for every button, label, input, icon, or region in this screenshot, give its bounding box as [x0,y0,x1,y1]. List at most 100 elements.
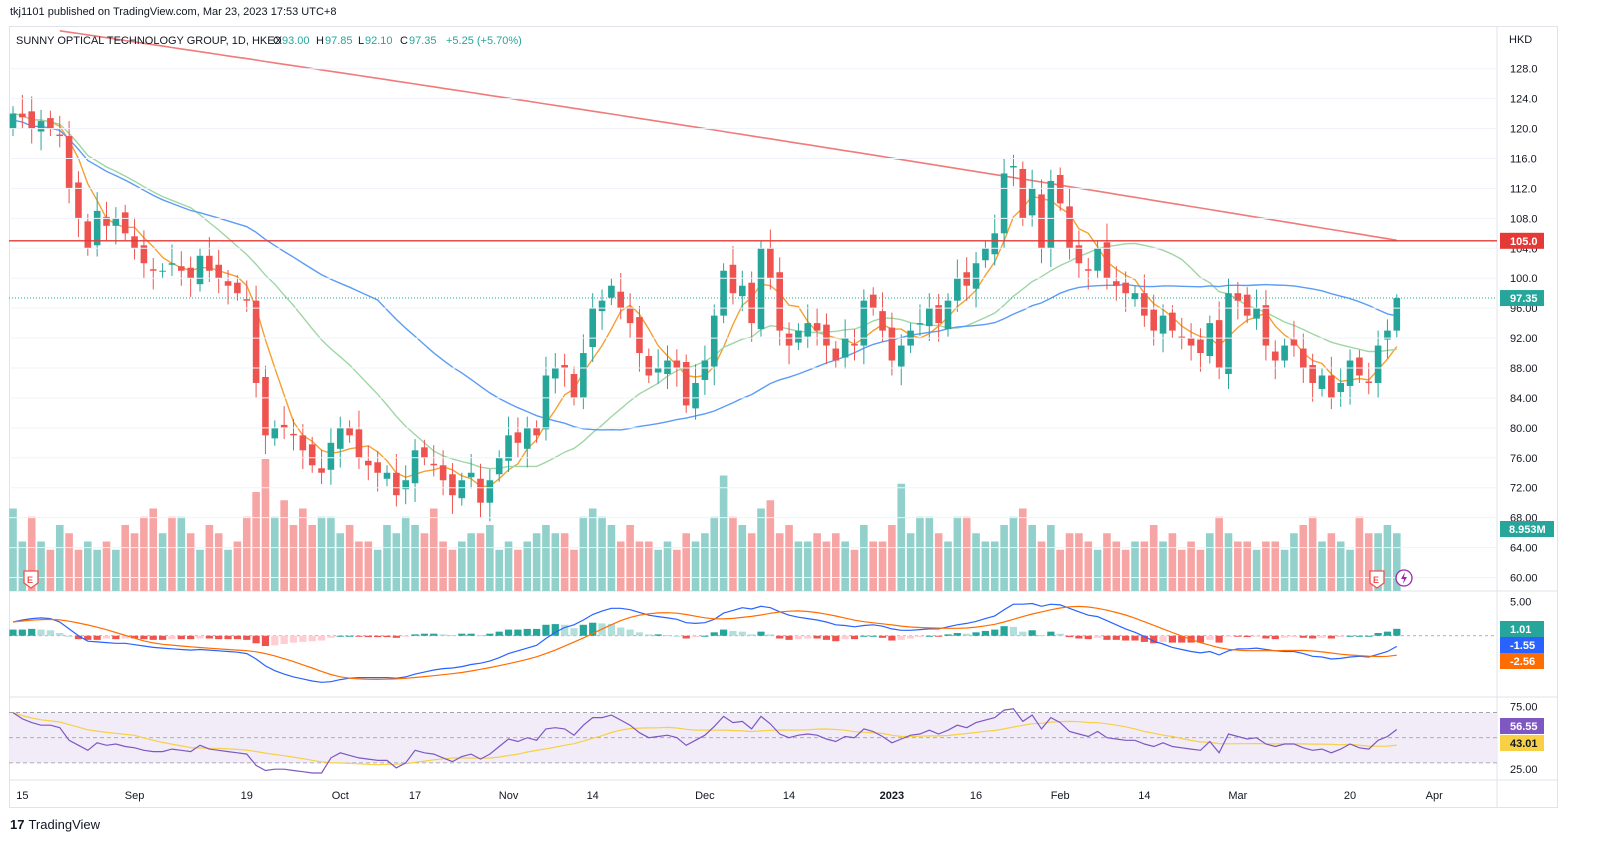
volume-bar [990,541,999,591]
volume-bar [1262,541,1270,591]
volume-bar [1140,541,1149,591]
volume-bar [252,492,260,591]
volume-bar [1336,541,1345,591]
volume-bar [729,516,737,591]
open-label: O [273,35,282,47]
price-tick-label: 116.0 [1510,153,1537,165]
macd-histogram-bar [1271,635,1279,640]
macd-histogram-bar [832,635,840,642]
low-label: L [358,35,364,47]
time-tick-label: Oct [332,790,349,802]
macd-histogram-bar [1337,635,1345,638]
volume-bar [1177,549,1186,591]
macd-histogram-bar [140,635,148,640]
ma-fast-line [12,112,1398,487]
candle-body [439,465,447,481]
macd-signal-line [12,605,1397,681]
macd-histogram-bar [542,624,550,636]
macd-histogram-bar [9,629,17,636]
candle-body [888,327,896,361]
macd-histogram-bar [121,635,129,639]
volume-bar [495,549,503,591]
price-tick-label: 120.0 [1510,124,1538,136]
candle-body [56,134,64,137]
candle-body [28,111,35,129]
ma-long-line [59,30,1397,242]
price-tick-label: 84.00 [1510,393,1538,405]
macd-histogram-bar [1037,635,1046,637]
candle-body [1169,312,1176,331]
price-tick-label: 100.0 [1510,273,1538,285]
candle-body [374,462,381,473]
macd-histogram-bar [392,635,400,638]
candle-body [561,365,568,369]
volume-bar [897,483,906,591]
volume-bars [9,459,1401,591]
candle-body [673,360,681,369]
candle-body [505,435,512,461]
macd-histogram-bar [233,635,241,640]
candle-body [1271,351,1279,361]
time-tick-label: 19 [241,790,253,802]
volume-bar [766,500,775,591]
earnings-marker-left[interactable]: E [23,570,39,589]
volume-bar [878,541,887,591]
macd-histogram-bar [953,633,961,636]
macd-histogram-bar [570,628,578,636]
volume-bar [691,541,700,591]
candle-body [477,478,484,503]
candle-body [748,282,755,324]
volume-bar [467,533,475,591]
macd-histogram-bar [448,635,457,637]
tradingview-logo-icon: 17 [10,817,25,832]
macd-histogram-bar [981,630,989,636]
macd-value-label: -2.56 [1510,656,1535,668]
volume-bar [196,549,204,591]
macd-histogram-bar [130,635,139,639]
macd-histogram-bar [1103,635,1111,640]
earnings-marker-right[interactable]: E [1369,570,1385,589]
macd-histogram-bar [561,624,569,636]
chart-frame [9,26,1558,808]
volume-bar [1280,549,1289,591]
candle-body [1010,165,1017,168]
volume-bar [1056,549,1064,591]
candle-body [37,121,45,132]
candle-body [570,373,578,398]
macd-histogram-bar [149,635,157,640]
macd-histogram-bar [467,633,475,636]
macd-histogram-bar [514,629,522,636]
price-tick-label: 60.00 [1510,573,1538,585]
candle-body [879,311,886,331]
volume-bar [336,533,345,591]
lightning-icon[interactable] [1395,569,1413,587]
macd-histogram-bar [93,635,101,640]
volume-bar [177,516,186,591]
time-tick-label: 17 [409,790,421,802]
price-tick-label: 108.0 [1510,213,1538,225]
price-tick-label: 112.0 [1510,183,1537,195]
candle-body [1337,382,1344,392]
tradingview-logo[interactable]: 17 TradingView [10,817,100,832]
macd-histogram-bar [1327,635,1335,639]
macd-histogram-bar [916,635,924,638]
volume-bar [1215,516,1223,591]
macd-histogram-bar [18,629,26,636]
macd-histogram-bar [972,632,980,636]
volume-bar [860,525,868,591]
volume-bar [635,541,644,591]
candle-body [580,353,587,398]
macd-histogram-bar [813,635,821,639]
time-tick-label: Sep [125,790,145,802]
candle-body [1318,375,1326,389]
candle-body [1262,305,1270,346]
volume-bar [65,533,73,591]
macd-histogram-bar [533,628,541,636]
volume-bar [130,533,139,591]
macd-histogram-bar [74,635,83,640]
candle-body [467,472,475,478]
volume-bar [832,533,840,591]
rsi-panel: 75.00 25.00 56.55 43.01 [9,701,1544,776]
volume-bar [1159,541,1167,591]
